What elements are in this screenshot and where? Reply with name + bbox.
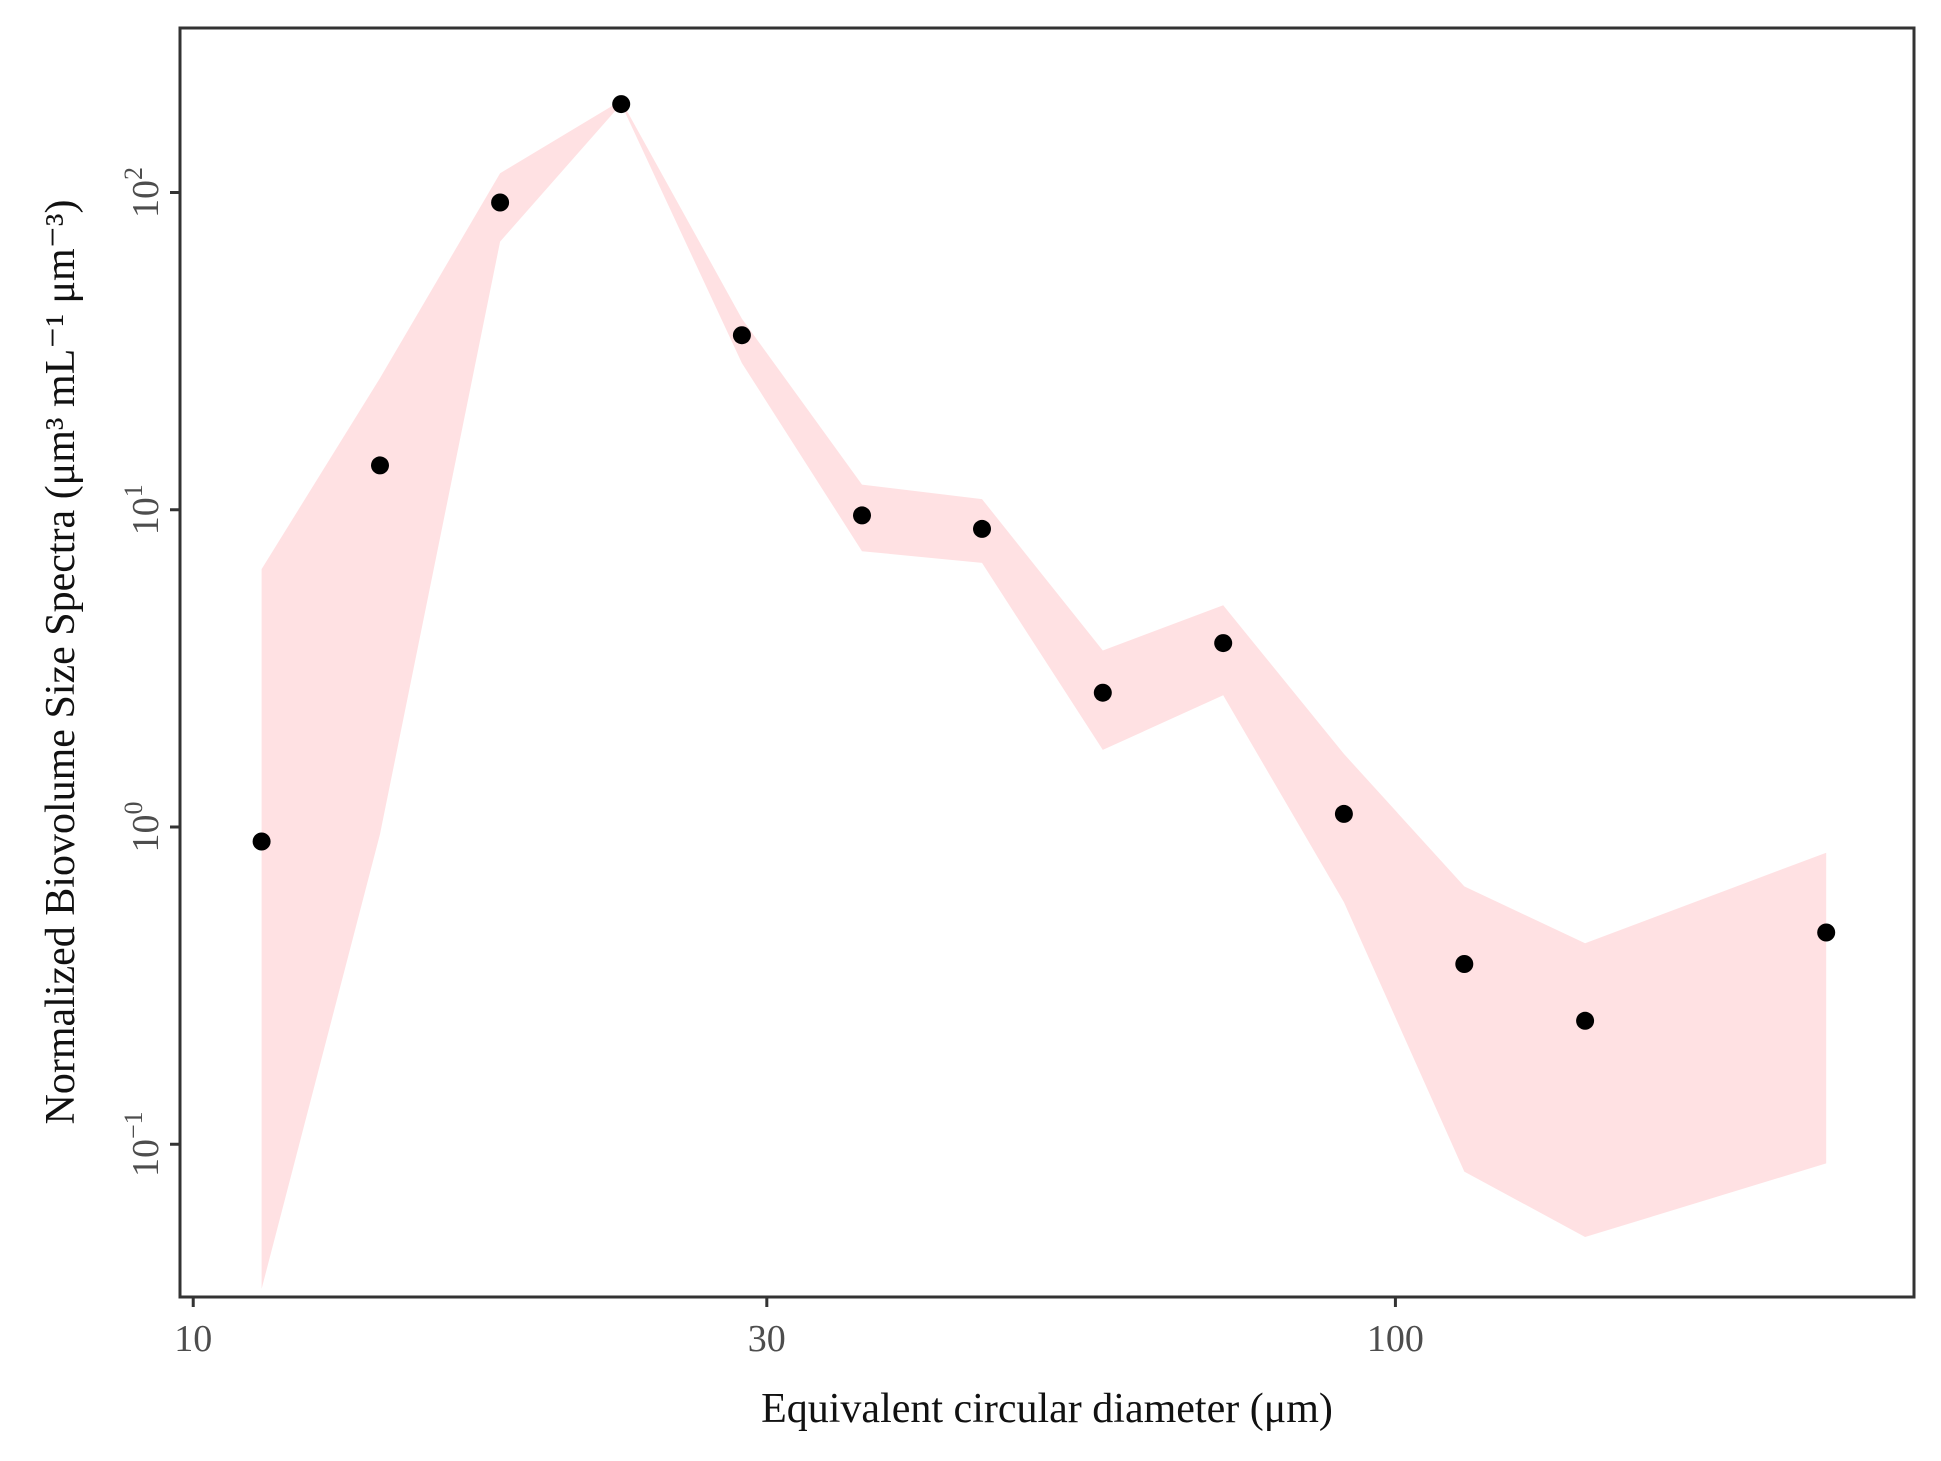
x-tick-label: 30 [748,1318,786,1360]
y-axis-ticks: 10−1 100 101 102 [119,167,180,1177]
data-point [1576,1011,1595,1030]
confidence-band-layer [261,100,1827,1289]
plot-frame [178,26,1916,1299]
data-point [973,519,991,538]
x-axis-ticks: 10 30 100 [174,1297,1424,1360]
data-point [371,456,389,475]
data-point [491,193,510,212]
data-point [1817,923,1836,942]
y-tick-label: 10−1 [119,1111,167,1177]
x-axis-label: Equivalent circular diameter (μm) [761,1386,1333,1432]
data-point [252,832,271,851]
x-tick-label: 100 [1367,1318,1424,1360]
data-point-layer [252,95,1836,1030]
confidence-band [261,100,1827,1289]
data-point [1334,804,1353,823]
data-point [612,95,631,114]
data-point [1455,955,1474,973]
data-point [732,326,751,345]
x-tick-label: 10 [174,1318,212,1360]
data-point [853,506,871,525]
y-tick-label: 102 [119,167,167,218]
data-point [1214,634,1233,653]
y-tick-label: 101 [119,484,167,535]
data-point [1093,683,1112,702]
y-tick-label: 100 [119,802,167,853]
y-axis-label: Normalized Biovolume Size Spectra (μm³ m… [38,200,84,1125]
